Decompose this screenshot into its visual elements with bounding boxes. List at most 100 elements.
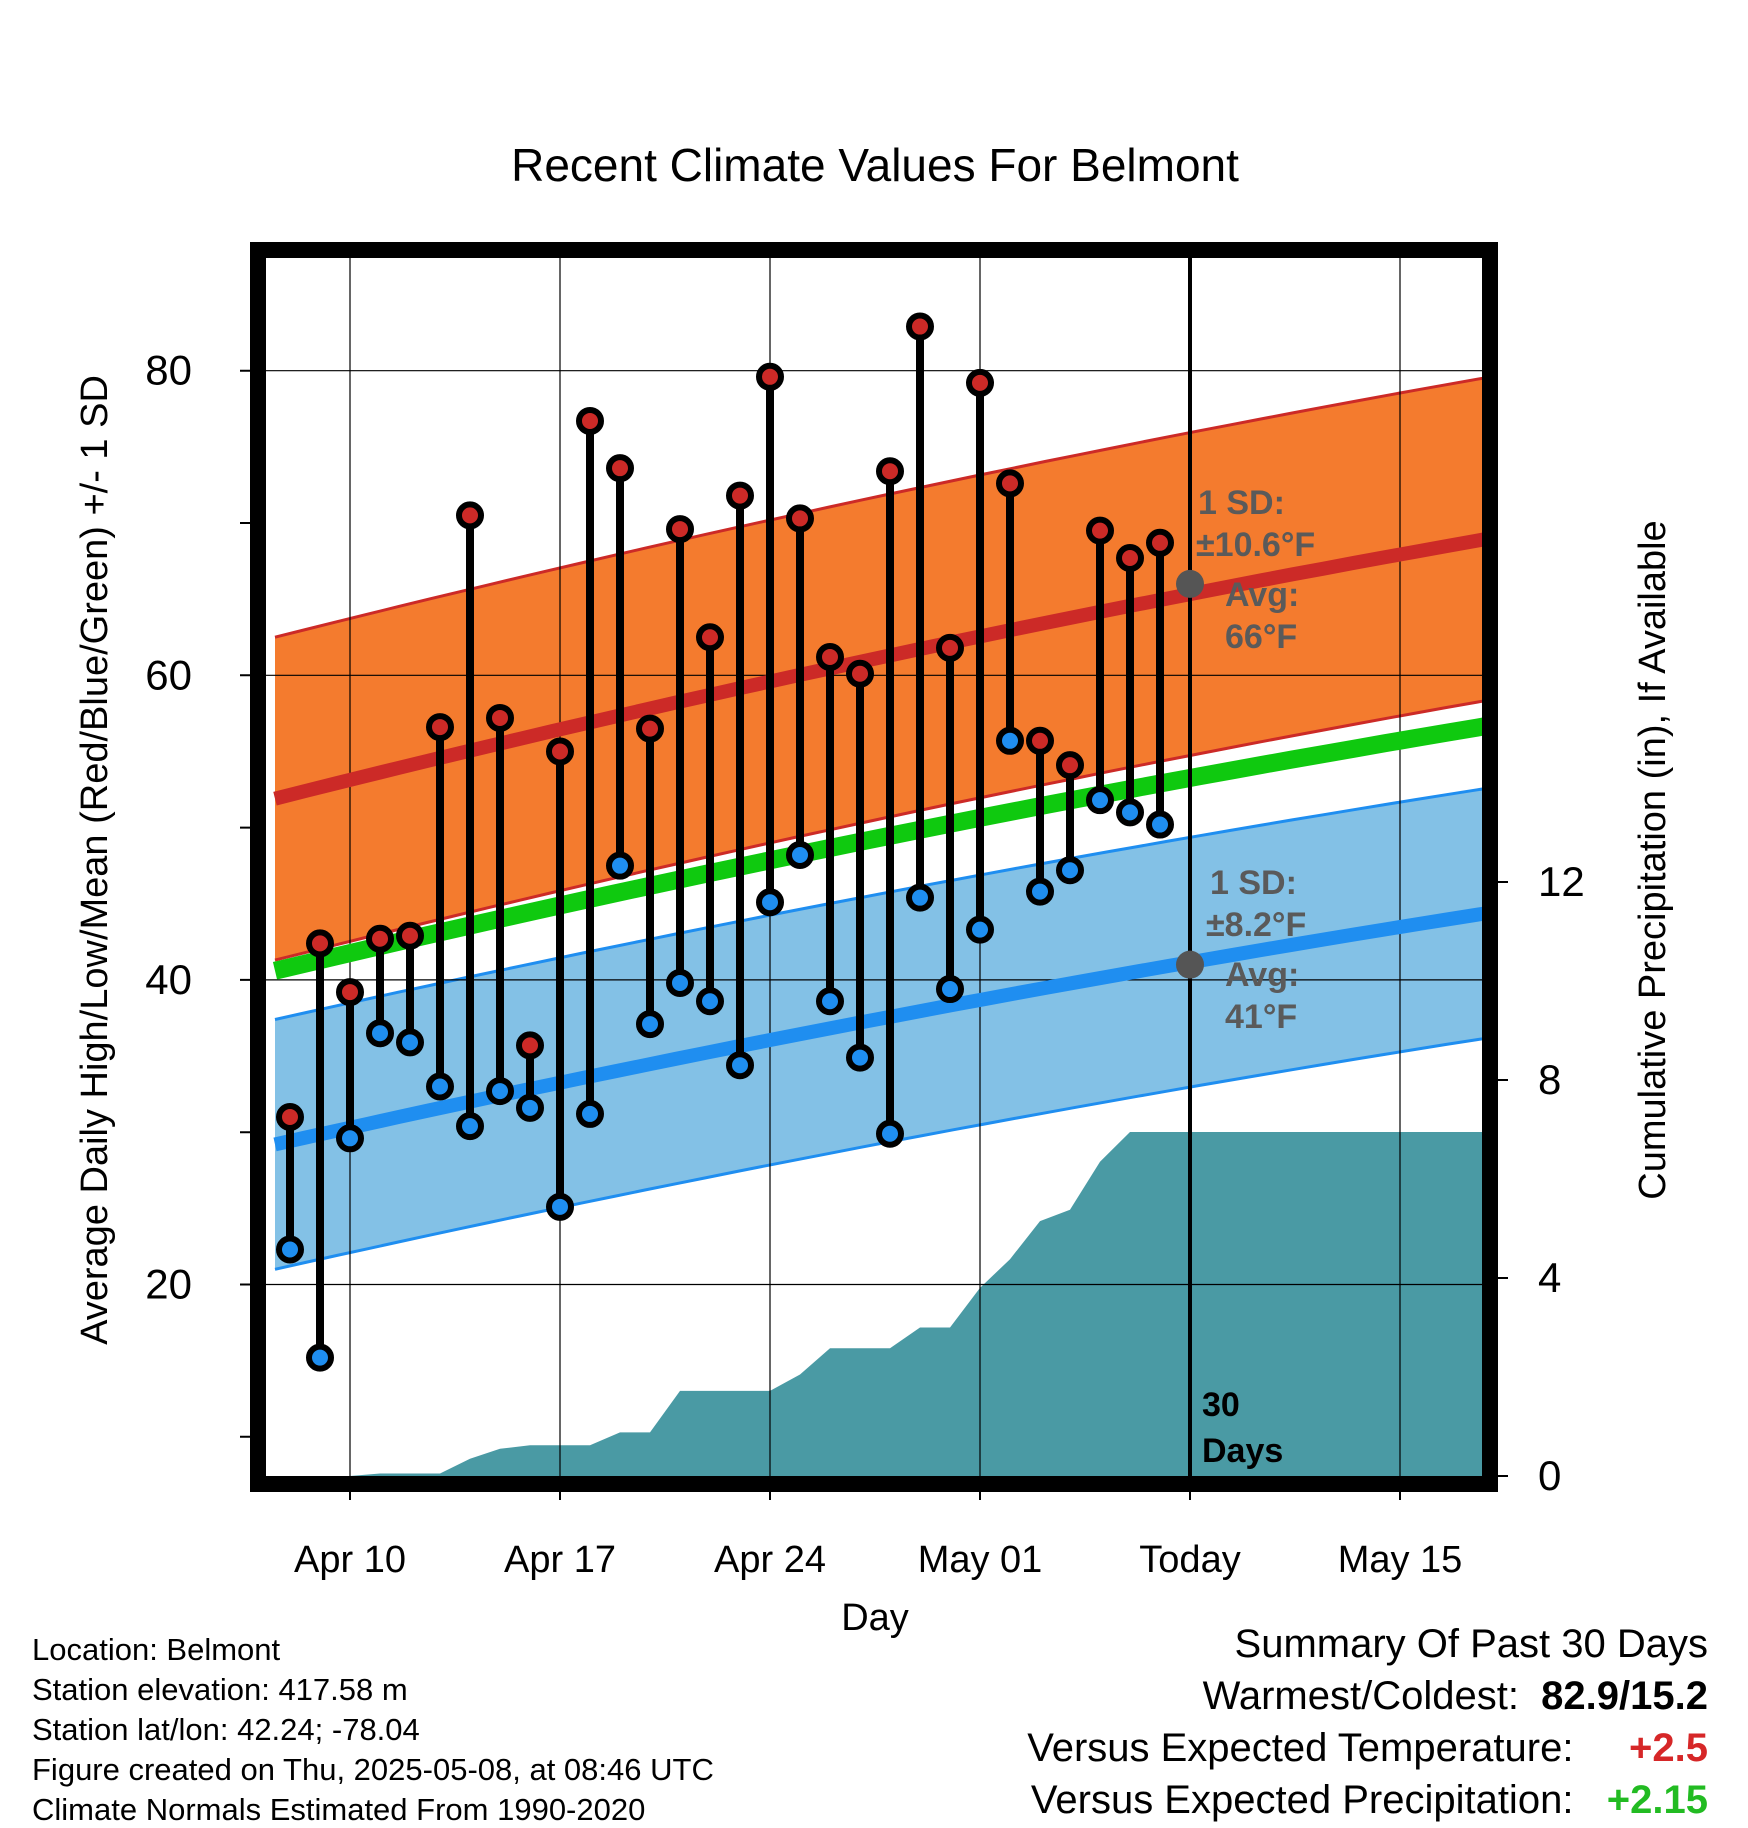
daily-low-point: [696, 987, 724, 1016]
daily-high-point: [1056, 751, 1084, 780]
daily-high-point: [906, 312, 934, 341]
daily-low-point: [426, 1072, 454, 1101]
low-avg-label: Avg:: [1225, 956, 1299, 994]
daily-low-point: [1116, 798, 1144, 827]
low-sd-label: 1 SD:: [1210, 864, 1297, 902]
daily-low-point: [906, 883, 934, 912]
daily-low-point: [786, 841, 814, 870]
daily-high-point: [756, 362, 784, 391]
daily-low-point: [726, 1051, 754, 1080]
high-sd-band: [275, 378, 1482, 961]
window-day-unit: Days: [1202, 1432, 1283, 1470]
daily-high-point: [966, 368, 994, 397]
y2-tick-label: 0: [1538, 1452, 1561, 1499]
high-avg-value: 66°F: [1225, 618, 1297, 656]
daily-low-point: [576, 1099, 604, 1128]
low-sd-value: ±8.2°F: [1206, 906, 1306, 944]
daily-high-point: [516, 1031, 544, 1060]
daily-high-point: [396, 921, 424, 950]
daily-low-point: [816, 987, 844, 1016]
y-tick-label: 80: [145, 347, 192, 394]
daily-low-point: [636, 1010, 664, 1039]
temperature-label: Versus Expected Temperature:: [1027, 1726, 1574, 1770]
y-tick-label: 40: [145, 956, 192, 1003]
daily-high-point: [456, 501, 484, 530]
warm-cold-value: 82.9/15.2: [1541, 1674, 1708, 1718]
x-tick-label: Apr 17: [504, 1539, 616, 1581]
daily-high-point: [576, 406, 604, 435]
plot-frame: [250, 242, 1498, 1492]
x-axis-label: Day: [841, 1597, 909, 1639]
daily-high-point: [666, 515, 694, 544]
daily-low-point: [1086, 786, 1114, 815]
daily-high-point: [1026, 726, 1054, 755]
daily-low-point: [996, 726, 1024, 755]
daily-low-point: [666, 968, 694, 997]
temperature-anomaly: +2.5: [1629, 1726, 1708, 1770]
low-avg-value: 41°F: [1225, 998, 1297, 1036]
daily-low-point: [936, 975, 964, 1004]
daily-high-point: [606, 454, 634, 483]
daily-low-point: [276, 1235, 304, 1264]
daily-low-point: [336, 1124, 364, 1153]
daily-high-point: [426, 713, 454, 742]
daily-high-point: [486, 703, 514, 732]
daily-low-point: [966, 915, 994, 944]
window-day-count: 30: [1202, 1386, 1240, 1424]
y2-tick-label: 12: [1538, 858, 1585, 905]
y2-axis-label: Cumulative Precipitation (in), If Availa…: [1632, 520, 1674, 1199]
precipitation-anomaly: +2.15: [1606, 1778, 1708, 1822]
x-tick-label: Today: [1139, 1539, 1240, 1581]
daily-low-point: [1146, 810, 1174, 839]
summary-warm-cold: Warmest/Coldest: 82.9/15.2: [1203, 1674, 1708, 1719]
daily-high-point: [336, 978, 364, 1007]
daily-high-point: [1086, 516, 1114, 545]
daily-high-point: [366, 924, 394, 953]
daily-low-point: [876, 1119, 904, 1148]
station-location: Location: Belmont: [32, 1632, 281, 1667]
chart-title: Recent Climate Values For Belmont: [511, 139, 1239, 191]
high-normal-today-marker: [1176, 569, 1204, 598]
daily-low-point: [606, 851, 634, 880]
y2-tick-label: 4: [1538, 1254, 1561, 1301]
daily-high-point: [276, 1102, 304, 1131]
cumulative-precipitation-area: [350, 1132, 1482, 1476]
summary-precipitation: Versus Expected Precipitation: +2.15: [1031, 1778, 1708, 1823]
warm-cold-label: Warmest/Coldest:: [1202, 1674, 1519, 1718]
daily-low-point: [846, 1043, 874, 1072]
x-tick-label: May 01: [918, 1539, 1043, 1581]
daily-high-point: [306, 929, 334, 958]
x-tick-label: May 15: [1338, 1539, 1463, 1581]
daily-high-point: [936, 633, 964, 662]
daily-high-point: [996, 469, 1024, 498]
daily-low-point: [1056, 856, 1084, 885]
y-tick-label: 60: [145, 651, 192, 698]
daily-high-point: [636, 714, 664, 743]
x-tick-label: Apr 24: [714, 1539, 826, 1581]
daily-low-point: [1026, 877, 1054, 906]
daily-low-point: [456, 1112, 484, 1141]
daily-high-point: [696, 623, 724, 652]
daily-high-point: [1116, 544, 1144, 573]
daily-high-point: [546, 737, 574, 766]
daily-low-point: [516, 1093, 544, 1122]
daily-high-point: [1146, 528, 1174, 557]
x-tick-label: Apr 10: [294, 1539, 406, 1581]
climate-normals-period: Climate Normals Estimated From 1990-2020: [32, 1792, 646, 1827]
high-sd-value: ±10.6°F: [1196, 526, 1315, 564]
daily-low-point: [486, 1077, 514, 1106]
high-avg-label: Avg:: [1225, 576, 1299, 614]
daily-high-point: [786, 504, 814, 533]
summary-heading: Summary Of Past 30 Days: [1234, 1622, 1708, 1666]
station-latlon: Station lat/lon: 42.24; -78.04: [32, 1712, 420, 1747]
daily-low-point: [546, 1192, 574, 1221]
daily-high-point: [816, 643, 844, 672]
low-sd-band: [275, 789, 1482, 1270]
daily-low-point: [366, 1019, 394, 1048]
daily-high-point: [726, 481, 754, 510]
daily-low-point: [306, 1343, 334, 1372]
y-tick-label: 20: [145, 1261, 192, 1308]
high-sd-label: 1 SD:: [1198, 484, 1285, 522]
y-axis-label: Average Daily High/Low/Mean (Red/Blue/Gr…: [74, 375, 116, 1345]
